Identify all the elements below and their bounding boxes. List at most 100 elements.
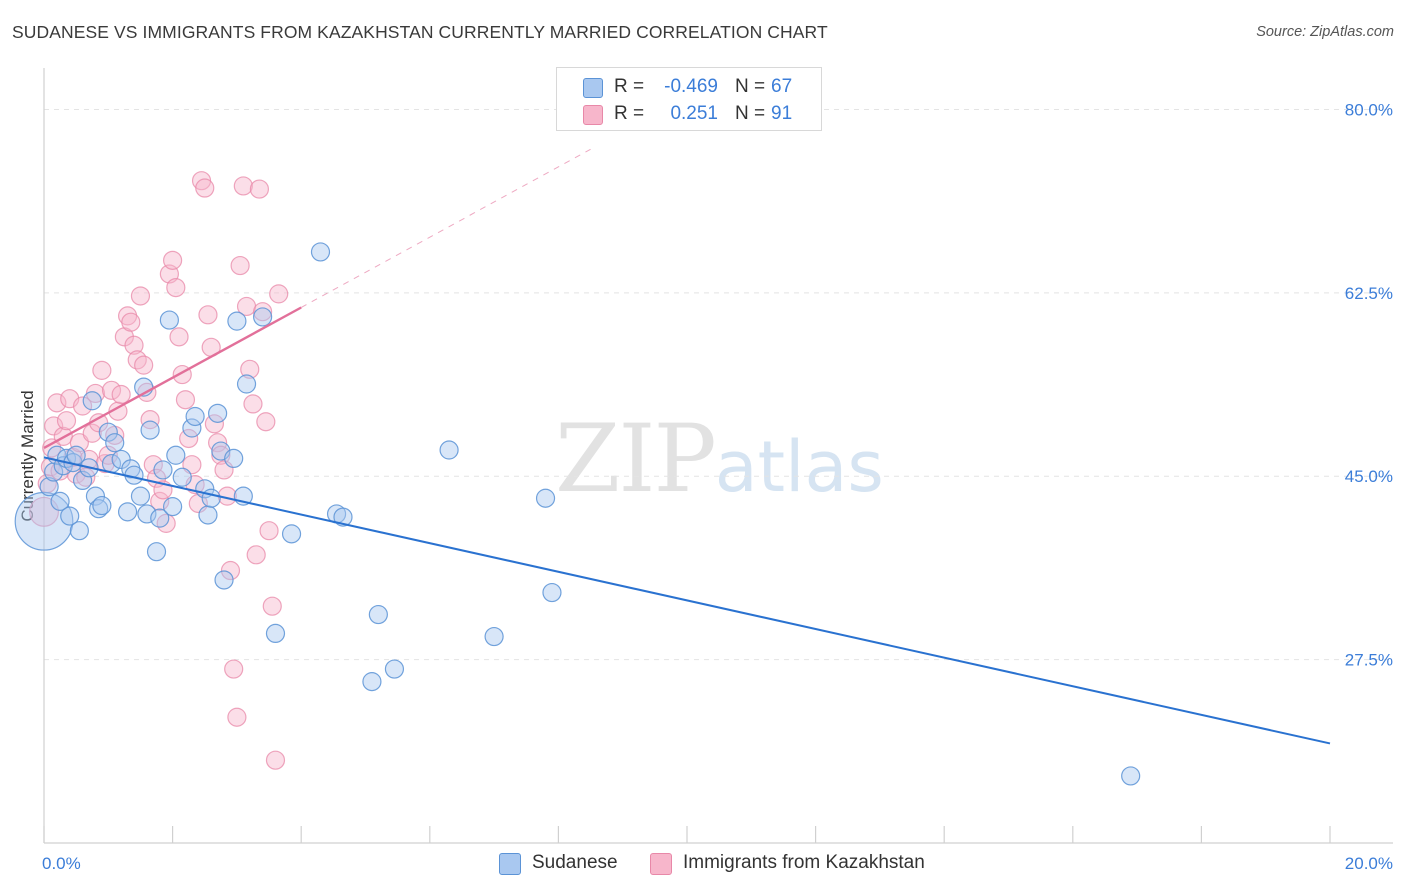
r-value: -0.469 xyxy=(664,76,718,97)
data-point-sudanese xyxy=(185,406,205,427)
data-point-kazakhstan xyxy=(56,411,77,431)
data-point-kazakhstan xyxy=(227,707,247,727)
data-point-sudanese xyxy=(542,582,562,603)
y-tick-label: 62.5% xyxy=(1345,284,1393,303)
data-point-sudanese xyxy=(82,391,102,411)
data-point-sudanese xyxy=(253,307,273,327)
data-point-kazakhstan xyxy=(134,355,154,375)
data-point-sudanese xyxy=(535,488,556,508)
data-point-sudanese xyxy=(201,488,221,508)
data-point-kazakhstan xyxy=(243,394,263,414)
data-point-kazakhstan xyxy=(82,423,102,443)
data-point-kazakhstan xyxy=(256,412,276,432)
data-point-sudanese xyxy=(60,506,80,526)
data-point-kazakhstan xyxy=(121,312,141,332)
data-point-sudanese xyxy=(236,374,257,394)
data-point-kazakhstan xyxy=(140,410,160,430)
data-point-sudanese xyxy=(89,499,109,519)
source-label: Source: ZipAtlas.com xyxy=(1256,24,1394,40)
data-point-kazakhstan xyxy=(47,393,67,413)
x-tick-label: 0.0% xyxy=(42,854,81,873)
data-point-kazakhstan xyxy=(195,178,215,198)
data-point-kazakhstan xyxy=(233,176,253,196)
data-point-sudanese xyxy=(310,242,331,262)
data-point-kazakhstan xyxy=(175,390,196,410)
data-point-sudanese xyxy=(163,497,183,517)
legend-swatch-sudanese xyxy=(499,853,521,875)
data-point-kazakhstan xyxy=(101,380,122,400)
series-kazakhstan-points xyxy=(29,171,289,770)
y-tick-label: 45.0% xyxy=(1345,467,1393,486)
n-value: 67 xyxy=(771,76,793,97)
legend-swatch-kazakhstan xyxy=(583,105,603,125)
data-point-kazakhstan xyxy=(44,416,64,436)
x-tick-label: 20.0% xyxy=(1345,854,1393,873)
series-legend: Sudanese Immigrants from Kazakhstan xyxy=(0,851,1406,877)
watermark-zip: ZIP xyxy=(555,405,717,514)
trendline-kazakhstan xyxy=(43,306,302,449)
data-point-sudanese xyxy=(214,570,234,590)
n-label: N = xyxy=(735,103,766,124)
data-point-kazakhstan xyxy=(265,750,286,770)
data-point-sudanese xyxy=(39,477,59,497)
data-point-sudanese xyxy=(182,418,202,438)
data-point-kazakhstan xyxy=(92,360,112,380)
n-label: N = xyxy=(735,76,766,97)
data-point-kazakhstan xyxy=(262,596,282,616)
data-point-kazakhstan xyxy=(127,350,147,370)
data-point-kazakhstan xyxy=(79,449,99,470)
legend-row-sudanese: R = -0.469 N = 67 xyxy=(557,73,821,101)
data-point-kazakhstan xyxy=(230,255,250,276)
data-point-sudanese xyxy=(333,507,353,527)
data-point-kazakhstan xyxy=(111,384,131,405)
watermark: ZIPatlas xyxy=(555,405,884,514)
legend-swatch-kazakhstan xyxy=(650,853,672,875)
data-point-sudanese xyxy=(166,445,186,465)
data-point-kazakhstan xyxy=(220,560,241,581)
data-point-kazakhstan xyxy=(72,396,93,416)
data-point-kazakhstan xyxy=(198,305,218,325)
data-point-sudanese xyxy=(150,508,170,528)
data-point-sudanese xyxy=(146,542,167,562)
y-tick-label: 80.0% xyxy=(1345,100,1393,119)
data-point-sudanese xyxy=(172,467,192,487)
legend-row-kazakhstan: R = 0.251 N = 91 xyxy=(557,100,821,128)
data-point-kazakhstan xyxy=(240,359,260,379)
data-point-sudanese xyxy=(14,491,74,551)
data-point-sudanese xyxy=(198,505,218,525)
data-point-sudanese xyxy=(69,521,89,541)
data-point-kazakhstan xyxy=(246,545,266,565)
data-point-sudanese xyxy=(153,460,173,480)
data-point-sudanese xyxy=(98,422,118,442)
trendline-kazakhstan-extension xyxy=(300,148,591,308)
data-point-sudanese xyxy=(130,486,151,506)
data-point-sudanese xyxy=(140,420,160,440)
data-point-sudanese xyxy=(72,470,93,491)
data-point-sudanese xyxy=(368,604,388,625)
data-point-kazakhstan xyxy=(169,327,189,347)
data-point-sudanese xyxy=(117,502,138,522)
data-point-kazakhstan xyxy=(259,521,279,541)
r-label: R = xyxy=(614,103,645,124)
data-point-sudanese xyxy=(1121,766,1141,786)
data-point-kazakhstan xyxy=(150,491,170,511)
data-point-sudanese xyxy=(484,626,504,647)
n-value: 91 xyxy=(771,103,793,124)
data-point-sudanese xyxy=(384,659,405,679)
correlation-legend: R = -0.469 N = 67 R = 0.251 N = 91 xyxy=(556,67,822,131)
y-tick-label: 27.5% xyxy=(1345,651,1393,670)
r-label: R = xyxy=(614,76,645,97)
data-point-sudanese xyxy=(44,462,64,482)
data-point-kazakhstan xyxy=(253,302,273,322)
data-point-sudanese xyxy=(50,491,70,511)
data-point-kazakhstan xyxy=(249,179,270,199)
data-point-kazakhstan xyxy=(224,659,244,679)
data-point-kazakhstan xyxy=(130,286,151,306)
data-point-sudanese xyxy=(439,440,459,460)
series-sudanese-points xyxy=(14,242,1141,786)
data-point-kazakhstan xyxy=(69,433,89,453)
watermark-atlas: atlas xyxy=(714,426,884,508)
data-point-kazakhstan xyxy=(124,335,144,355)
trendline-sudanese xyxy=(43,456,1331,745)
